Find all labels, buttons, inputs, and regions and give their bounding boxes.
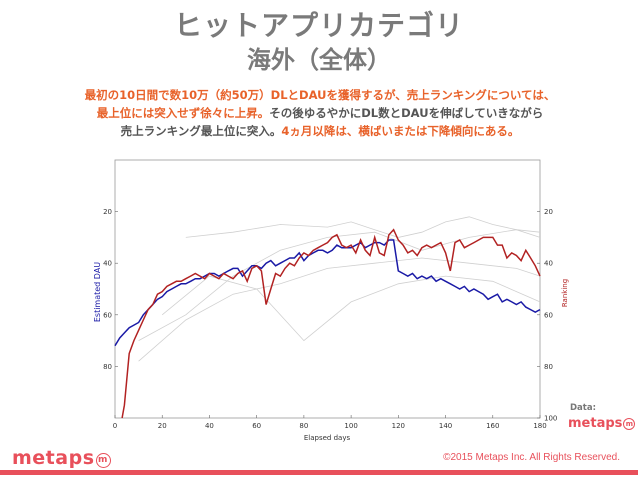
data-source-label: Data: [570, 403, 596, 413]
x-tick-label: 80 [299, 422, 308, 430]
x-tick-label: 100 [344, 422, 357, 430]
page-title: ヒットアプリカテゴリ [173, 9, 464, 42]
x-tick-label: 180 [533, 422, 546, 430]
description-line3-highlight: 4ヵ月以降は、横ばいまたは下降傾向にある。 [281, 124, 520, 138]
copyright-text: ©2015 Metaps Inc. All Rights Reserved. [443, 452, 620, 463]
description: 最初の10日間で数10万（約50万）DLとDAUを獲得するが、売上ランキングにつ… [20, 86, 620, 140]
x-tick-label: 140 [439, 422, 452, 430]
metaps-logo-text: metaps [12, 447, 95, 469]
data-source-logo: metaps m [568, 416, 636, 431]
right-tick-label: 20 [544, 208, 553, 216]
left-tick-label: 80 [103, 363, 112, 371]
page-subtitle: 海外（全体） [247, 46, 391, 74]
x-tick-label: 0 [113, 422, 117, 430]
metaps-logo: metaps m [12, 447, 111, 469]
metaps-logo-mark-icon: m [95, 453, 111, 468]
x-tick-label: 120 [392, 422, 405, 430]
x-tick-label: 20 [158, 422, 167, 430]
right-tick-label: 100 [544, 415, 557, 423]
main-series-group [114, 228, 541, 419]
description-line2-text: その後ゆるやかにDL数とDAUを伸ばしていきながら [269, 106, 544, 120]
x-tick-label: 160 [486, 422, 499, 430]
x-tick-label: 60 [252, 422, 261, 430]
background-series-line [161, 275, 541, 342]
background-series-line [138, 229, 541, 341]
description-line3-text: 売上ランキング最上位に突入。 [120, 124, 282, 138]
right-tick-label: 60 [544, 311, 553, 319]
background-series-group [138, 216, 541, 362]
footer-accent-bar [0, 470, 638, 475]
left-axis-label: Estimated DAU [93, 262, 102, 322]
left-tick-label: 40 [103, 260, 112, 268]
tick-group: 0 20 40 60 80 100 120 140 160 180 20 40 60 80 20 40 60 80… [103, 208, 557, 430]
metaps-mark-icon: m [623, 418, 636, 430]
left-tick-label: 20 [103, 208, 112, 216]
background-series-line [185, 216, 541, 238]
description-line1: 最初の10日間で数10万（約50万）DLとDAUを獲得するが、売上ランキングにつ… [84, 88, 556, 102]
right-axis-label: Ranking [561, 279, 569, 307]
data-source-logo-text: metaps [568, 416, 623, 431]
ranking-series-line [121, 228, 541, 419]
background-series-line [138, 257, 541, 362]
right-tick-label: 40 [544, 260, 553, 268]
plot-frame [114, 159, 541, 419]
right-tick-label: 80 [544, 363, 553, 371]
x-tick-label: 40 [205, 422, 214, 430]
left-tick-label: 60 [103, 311, 112, 319]
dau-series-line [114, 239, 541, 347]
description-line2-highlight: 最上位には突入せず徐々に上昇。 [96, 106, 270, 120]
x-axis-label: Elapsed days [304, 434, 351, 442]
